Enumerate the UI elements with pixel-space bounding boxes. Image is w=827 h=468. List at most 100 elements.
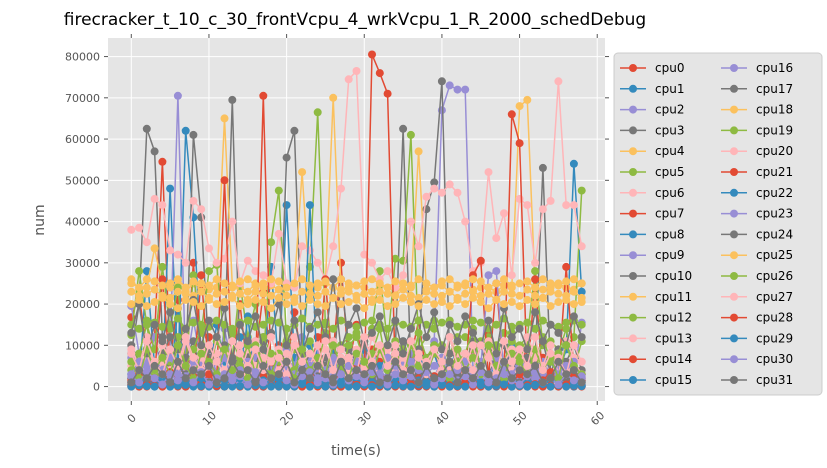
data-point bbox=[305, 374, 314, 383]
data-point bbox=[329, 353, 338, 362]
data-point bbox=[476, 381, 485, 390]
data-point bbox=[282, 370, 291, 379]
data-point bbox=[205, 380, 213, 389]
data-point bbox=[127, 328, 136, 337]
data-point bbox=[383, 89, 392, 98]
data-point bbox=[142, 289, 151, 298]
data-point bbox=[476, 291, 485, 300]
legend-swatch-marker bbox=[629, 334, 637, 343]
data-point bbox=[437, 277, 446, 286]
data-point bbox=[437, 380, 446, 389]
data-point bbox=[166, 333, 175, 342]
data-point bbox=[515, 302, 524, 311]
data-point bbox=[523, 370, 532, 379]
data-point bbox=[515, 194, 524, 203]
data-point bbox=[469, 293, 477, 302]
data-point bbox=[469, 328, 477, 337]
data-point bbox=[267, 349, 276, 358]
data-point bbox=[406, 357, 415, 366]
legend-item-cpu16: cpu16 bbox=[721, 61, 793, 75]
data-point bbox=[383, 341, 392, 350]
data-point bbox=[135, 223, 144, 232]
data-point bbox=[173, 341, 182, 350]
data-point bbox=[259, 320, 268, 329]
data-point bbox=[531, 267, 540, 276]
data-point bbox=[375, 267, 384, 276]
legend-label: cpu8 bbox=[655, 227, 684, 241]
data-point bbox=[538, 205, 547, 214]
data-point bbox=[406, 337, 415, 346]
data-point bbox=[135, 283, 144, 292]
legend-label: cpu26 bbox=[756, 269, 793, 283]
data-point bbox=[484, 378, 493, 387]
legend-swatch-marker bbox=[629, 64, 637, 72]
data-point bbox=[399, 376, 408, 385]
data-point bbox=[445, 333, 454, 342]
data-point bbox=[461, 333, 470, 342]
data-point bbox=[538, 316, 547, 325]
data-point bbox=[220, 176, 229, 185]
data-point bbox=[298, 242, 307, 251]
data-point bbox=[329, 324, 338, 333]
data-point bbox=[577, 320, 586, 329]
data-point bbox=[476, 361, 485, 370]
data-point bbox=[282, 357, 291, 366]
data-point bbox=[492, 267, 501, 276]
data-point bbox=[243, 287, 252, 296]
legend-swatch-marker bbox=[730, 272, 738, 280]
data-point bbox=[461, 382, 470, 391]
data-point bbox=[352, 322, 361, 331]
legend-item-cpu19: cpu19 bbox=[721, 123, 793, 137]
data-point bbox=[531, 308, 540, 317]
data-point bbox=[515, 291, 524, 300]
data-point bbox=[445, 320, 454, 329]
data-point bbox=[469, 366, 477, 375]
data-point bbox=[282, 382, 291, 391]
data-point bbox=[321, 277, 330, 286]
legend-label: cpu25 bbox=[756, 248, 793, 262]
legend-item-cpu13: cpu13 bbox=[620, 331, 692, 345]
data-point bbox=[352, 333, 361, 342]
data-point bbox=[554, 357, 563, 366]
data-point bbox=[445, 370, 454, 379]
legend-swatch-marker bbox=[730, 64, 738, 72]
data-point bbox=[546, 374, 555, 383]
series-cpu18 bbox=[127, 275, 586, 292]
data-point bbox=[476, 277, 485, 286]
data-point bbox=[150, 374, 159, 383]
data-point bbox=[274, 285, 283, 294]
data-point bbox=[531, 258, 540, 267]
data-point bbox=[282, 300, 291, 309]
x-tick-label: 30 bbox=[355, 409, 374, 428]
legend-item-cpu5: cpu5 bbox=[620, 165, 684, 179]
data-point bbox=[569, 275, 578, 284]
x-tick-label: 10 bbox=[200, 409, 219, 428]
data-point bbox=[360, 289, 369, 298]
data-point bbox=[298, 380, 307, 389]
legend-item-cpu20: cpu20 bbox=[721, 144, 793, 158]
data-point bbox=[430, 308, 439, 317]
legend-swatch-marker bbox=[629, 376, 637, 384]
data-point bbox=[453, 361, 462, 370]
data-point bbox=[500, 287, 508, 296]
data-point bbox=[562, 341, 571, 350]
data-point bbox=[220, 345, 229, 354]
data-point bbox=[375, 69, 384, 78]
data-point bbox=[484, 316, 493, 325]
data-point bbox=[469, 341, 477, 350]
data-point bbox=[135, 378, 144, 387]
data-point bbox=[321, 382, 330, 391]
data-point bbox=[484, 370, 493, 379]
data-point bbox=[321, 337, 330, 346]
data-point bbox=[500, 380, 508, 389]
data-point bbox=[181, 361, 190, 370]
data-point bbox=[515, 279, 524, 288]
legend-swatch-marker bbox=[730, 209, 738, 218]
data-point bbox=[562, 262, 571, 271]
data-point bbox=[569, 312, 578, 321]
data-point bbox=[344, 298, 353, 306]
data-point bbox=[430, 184, 439, 193]
data-point bbox=[562, 277, 571, 286]
data-point bbox=[515, 345, 524, 354]
legend-label: cpu31 bbox=[756, 373, 793, 387]
